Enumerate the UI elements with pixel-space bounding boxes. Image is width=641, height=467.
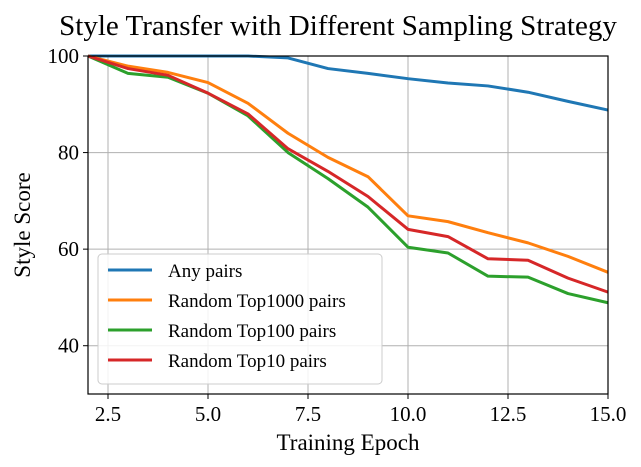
x-tick-label: 15.0 bbox=[590, 402, 627, 426]
legend-label: Random Top1000 pairs bbox=[168, 291, 346, 312]
series-line bbox=[87, 54, 609, 294]
chart-title: Style Transfer with Different Sampling S… bbox=[59, 10, 617, 42]
x-tick-label: 10.0 bbox=[390, 402, 427, 426]
y-tick-label: 80 bbox=[58, 141, 79, 165]
legend-label: Random Top100 pairs bbox=[168, 321, 336, 342]
legend-box bbox=[97, 253, 383, 385]
legend-label: Any pairs bbox=[168, 261, 242, 282]
plot-frame bbox=[87, 55, 609, 395]
x-tick-label: 2.5 bbox=[95, 402, 121, 426]
series-line bbox=[88, 54, 609, 112]
legend: Any pairs Random Top1000 pairs Random Top1… bbox=[97, 253, 383, 385]
y-tick-label: 60 bbox=[58, 237, 79, 261]
y-axis-label: Style Score bbox=[10, 172, 35, 277]
x-tick-label: 7.5 bbox=[295, 402, 321, 426]
x-tick-label: 12.5 bbox=[490, 402, 527, 426]
y-tick-label: 100 bbox=[48, 44, 80, 68]
x-axis-label: Training Epoch bbox=[277, 430, 420, 455]
x-tick-label: 5.0 bbox=[195, 402, 221, 426]
series-line bbox=[87, 54, 609, 274]
y-axis-ticks: 40 60 80 100 bbox=[48, 44, 88, 358]
legend-label: Random Top10 pairs bbox=[168, 351, 327, 372]
y-tick-label: 40 bbox=[58, 334, 79, 358]
x-axis-ticks: 2.5 5.0 7.5 10.0 12.5 15.0 bbox=[95, 394, 627, 426]
